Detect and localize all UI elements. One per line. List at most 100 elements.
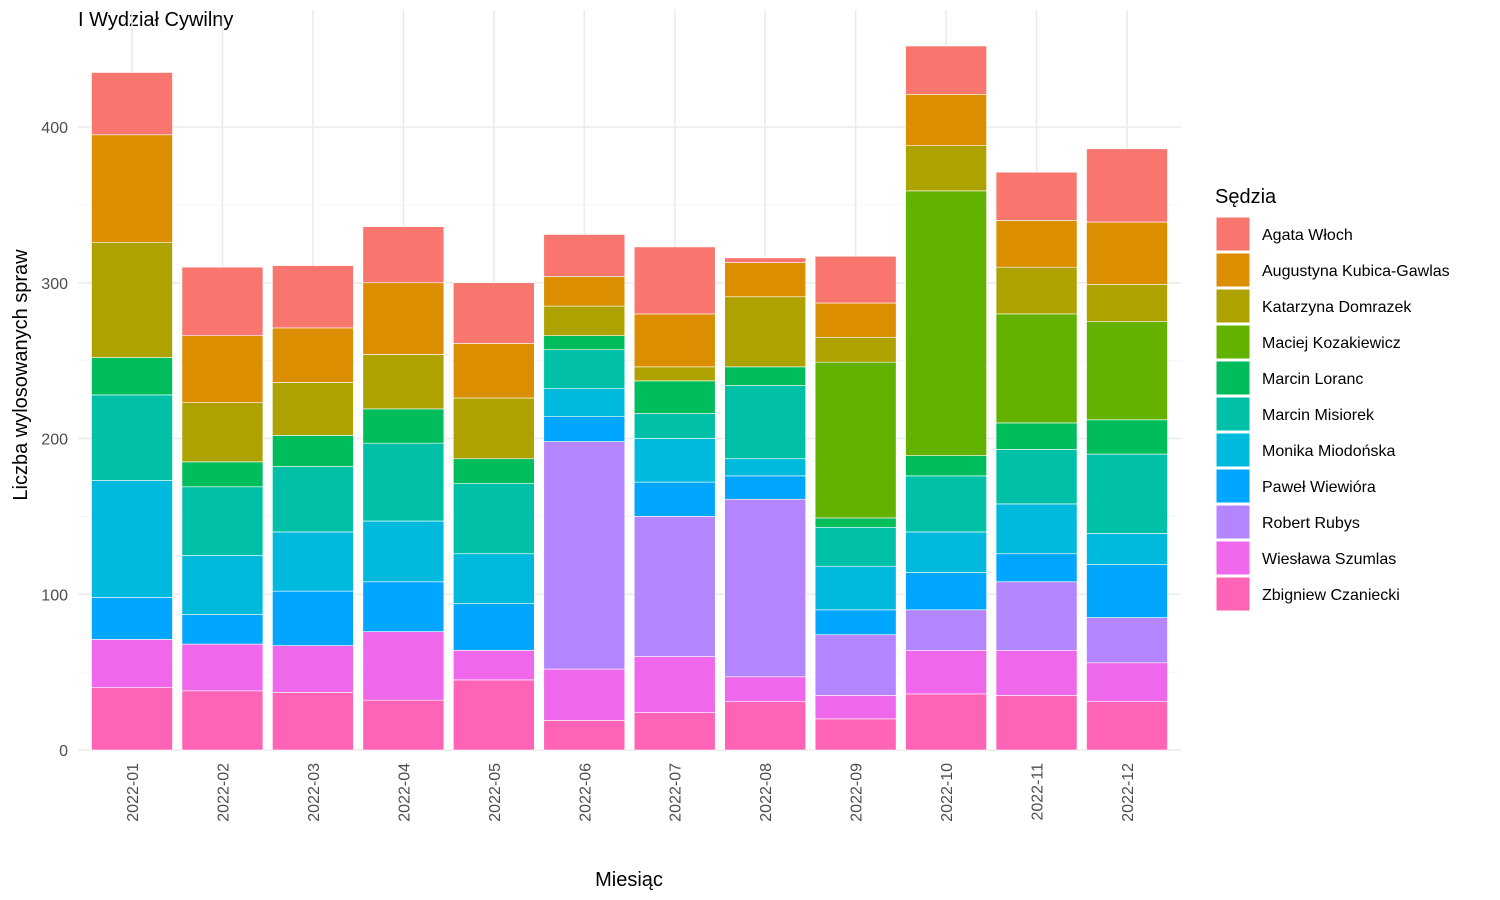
bar-segment-2022-08-monika-miodonska bbox=[724, 458, 806, 477]
bar-segment-2022-04-wieslawa-szumlas bbox=[362, 631, 445, 701]
bar-segment-2022-12-monika-miodonska bbox=[1086, 533, 1168, 565]
bar-segment-2022-10-augustyna-kubica-gawlas bbox=[905, 93, 987, 146]
bar-segment-2022-08-augustyna-kubica-gawlas bbox=[724, 262, 806, 298]
legend-item-maciej-kozakiewicz: Maciej Kozakiewicz bbox=[1215, 324, 1401, 360]
bar-segment-2022-04-zbigniew-czaniecki bbox=[362, 699, 445, 751]
legend-item-pawel-wiewiora: Paweł Wiewióra bbox=[1215, 468, 1376, 504]
bar-segment-2022-11-maciej-kozakiewicz bbox=[995, 313, 1078, 424]
legend-item-augustyna-kubica-gawlas: Augustyna Kubica-Gawlas bbox=[1215, 252, 1450, 288]
y-axis-title: Liczba wylosowanych spraw bbox=[10, 249, 32, 501]
bar-segment-2022-06-monika-miodonska bbox=[543, 388, 626, 417]
x-tick-label: 2022-12 bbox=[1120, 763, 1137, 822]
bar-segment-2022-07-monika-miodonska bbox=[633, 438, 716, 483]
bar-segment-2022-12-agata-wloch bbox=[1086, 148, 1168, 223]
bar-segment-2022-10-maciej-kozakiewicz bbox=[905, 190, 987, 456]
y-tick-label: 300 bbox=[41, 276, 68, 293]
legend-item-katarzyna-domrazek: Katarzyna Domrazek bbox=[1215, 288, 1412, 324]
bar-segment-2022-11-marcin-loranc bbox=[995, 422, 1078, 450]
bar-segment-2022-10-wieslawa-szumlas bbox=[905, 650, 987, 695]
bar-segment-2022-12-wieslawa-szumlas bbox=[1086, 662, 1168, 703]
bar-segment-2022-08-agata-wloch bbox=[724, 257, 806, 263]
bar-segment-2022-06-robert-rubys bbox=[543, 441, 626, 670]
bar-segment-2022-06-marcin-misiorek bbox=[543, 349, 626, 389]
bar-segment-2022-05-wieslawa-szumlas bbox=[453, 650, 535, 681]
y-tick-label: 100 bbox=[41, 587, 68, 604]
bar-segment-2022-02-wieslawa-szumlas bbox=[181, 643, 264, 692]
bar-segment-2022-12-marcin-loranc bbox=[1086, 419, 1168, 455]
legend-item-marcin-loranc: Marcin Loranc bbox=[1215, 360, 1363, 396]
bar-segment-2022-09-monika-miodonska bbox=[814, 565, 897, 611]
y-tick-label: 400 bbox=[41, 120, 68, 137]
bar-segment-2022-04-agata-wloch bbox=[362, 226, 445, 284]
legend-label: Katarzyna Domrazek bbox=[1262, 299, 1412, 316]
bar-segment-2022-03-katarzyna-domrazek bbox=[272, 382, 354, 436]
bar-segment-2022-09-marcin-misiorek bbox=[814, 526, 897, 567]
bar-segment-2022-02-marcin-misiorek bbox=[181, 486, 264, 556]
x-tick-label: 2022-07 bbox=[668, 763, 685, 822]
bar-segment-2022-11-agata-wloch bbox=[995, 171, 1078, 221]
bar-segment-2022-03-monika-miodonska bbox=[272, 531, 354, 592]
bar-segment-2022-05-augustyna-kubica-gawlas bbox=[453, 343, 535, 399]
bar-segment-2022-08-pawel-wiewiora bbox=[724, 475, 806, 500]
bar-segment-2022-11-pawel-wiewiora bbox=[995, 553, 1078, 583]
legend-item-wieslawa-szumlas: Wiesława Szumlas bbox=[1215, 540, 1396, 576]
legend-label: Robert Rubys bbox=[1262, 515, 1360, 532]
bar-segment-2022-04-monika-miodonska bbox=[362, 520, 445, 583]
legend-swatch bbox=[1215, 576, 1251, 612]
bar-segment-2022-01-zbigniew-czaniecki bbox=[91, 687, 173, 751]
bar-segment-2022-07-agata-wloch bbox=[633, 246, 716, 315]
bar-segment-2022-04-pawel-wiewiora bbox=[362, 581, 445, 632]
bar-segment-2022-12-zbigniew-czaniecki bbox=[1086, 701, 1168, 751]
bar-segment-2022-05-monika-miodonska bbox=[453, 553, 535, 604]
bar-segment-2022-07-marcin-misiorek bbox=[633, 413, 716, 439]
bar-segment-2022-03-pawel-wiewiora bbox=[272, 590, 354, 646]
bar-segment-2022-12-maciej-kozakiewicz bbox=[1086, 321, 1168, 421]
bar-segment-2022-07-zbigniew-czaniecki bbox=[633, 712, 716, 751]
legend-label: Monika Miodońska bbox=[1262, 443, 1396, 460]
bar-segment-2022-02-agata-wloch bbox=[181, 266, 264, 337]
bar-segment-2022-11-robert-rubys bbox=[995, 581, 1078, 651]
legend-swatch bbox=[1215, 324, 1251, 360]
bar-segment-2022-07-wieslawa-szumlas bbox=[633, 656, 716, 713]
bar-segment-2022-02-katarzyna-domrazek bbox=[181, 402, 264, 463]
bar-segment-2022-01-pawel-wiewiora bbox=[91, 597, 173, 640]
bar-segment-2022-04-augustyna-kubica-gawlas bbox=[362, 282, 445, 355]
bar-segment-2022-03-marcin-loranc bbox=[272, 435, 354, 467]
bar-segment-2022-04-marcin-misiorek bbox=[362, 442, 445, 522]
legend-label: Marcin Misiorek bbox=[1262, 407, 1375, 424]
x-tick-label: 2022-05 bbox=[487, 763, 504, 822]
bar-segment-2022-11-wieslawa-szumlas bbox=[995, 650, 1078, 696]
bar-segment-2022-08-marcin-loranc bbox=[724, 366, 806, 386]
legend-swatch bbox=[1215, 396, 1251, 432]
bar-segment-2022-09-katarzyna-domrazek bbox=[814, 336, 897, 363]
legend-item-zbigniew-czaniecki: Zbigniew Czaniecki bbox=[1215, 576, 1400, 612]
legend-swatch bbox=[1215, 288, 1251, 324]
bar-segment-2022-12-katarzyna-domrazek bbox=[1086, 284, 1168, 322]
bar-segment-2022-10-katarzyna-domrazek bbox=[905, 145, 987, 192]
bar-segment-2022-01-monika-miodonska bbox=[91, 480, 173, 598]
bar-segment-2022-05-pawel-wiewiora bbox=[453, 603, 535, 651]
bar-segment-2022-10-monika-miodonska bbox=[905, 531, 987, 573]
bar-segment-2022-12-pawel-wiewiora bbox=[1086, 564, 1168, 618]
y-axis-tick-labels: 0 100 200 300 400 bbox=[41, 120, 68, 760]
x-tick-label: 2022-06 bbox=[577, 763, 594, 822]
bar-segment-2022-09-pawel-wiewiora bbox=[814, 609, 897, 636]
legend-swatch bbox=[1215, 216, 1251, 252]
bar-segment-2022-05-marcin-loranc bbox=[453, 458, 535, 484]
bar-segment-2022-11-zbigniew-czaniecki bbox=[995, 695, 1078, 751]
x-tick-label: 2022-01 bbox=[125, 763, 142, 822]
bar-segment-2022-07-marcin-loranc bbox=[633, 380, 716, 414]
bar-segment-2022-06-zbigniew-czaniecki bbox=[543, 720, 626, 751]
legend-items: Agata Włoch Augustyna Kubica-Gawlas Katarz… bbox=[1215, 216, 1450, 612]
bar-segment-2022-06-katarzyna-domrazek bbox=[543, 305, 626, 337]
bar-segment-2022-10-agata-wloch bbox=[905, 45, 987, 95]
bar-segment-2022-02-monika-miodonska bbox=[181, 555, 264, 615]
legend-swatch bbox=[1215, 432, 1251, 468]
bar-segment-2022-07-robert-rubys bbox=[633, 516, 716, 657]
bar-segment-2022-07-augustyna-kubica-gawlas bbox=[633, 313, 716, 368]
bar-segment-2022-10-marcin-misiorek bbox=[905, 475, 987, 533]
bar-segment-2022-05-agata-wloch bbox=[453, 282, 535, 344]
bar-segment-2022-03-agata-wloch bbox=[272, 265, 354, 329]
bar-segment-2022-01-marcin-loranc bbox=[91, 357, 173, 396]
